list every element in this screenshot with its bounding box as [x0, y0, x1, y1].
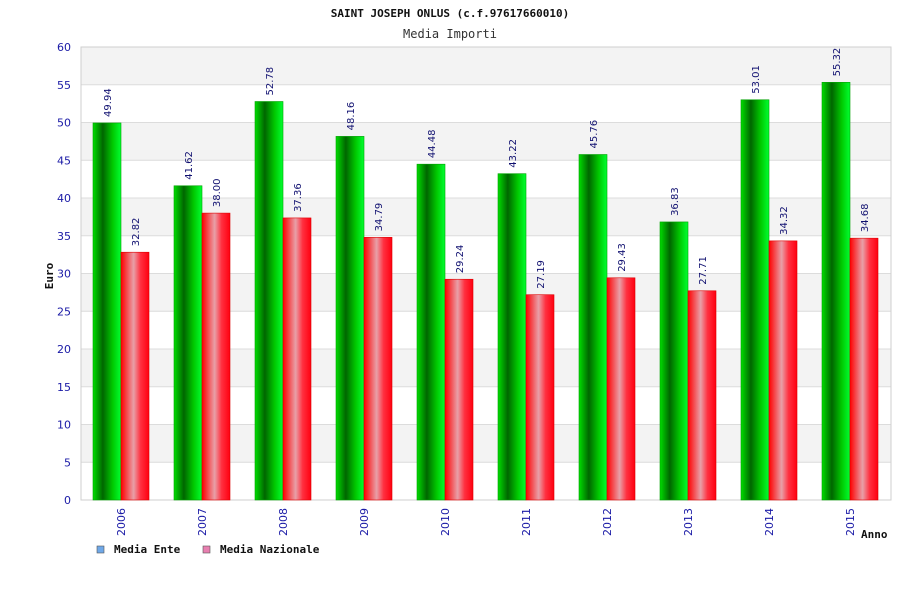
- value-label: 53.01: [751, 65, 762, 94]
- y-tick-label: 35: [57, 230, 71, 243]
- value-label: 34.68: [860, 204, 871, 233]
- x-axis-label: Anno: [861, 528, 888, 541]
- y-tick-label: 10: [57, 419, 71, 432]
- bar-media-ente-2009: [335, 136, 365, 501]
- bar-media-nazionale-2009: [363, 237, 393, 501]
- y-tick-label: 20: [57, 343, 71, 356]
- y-tick-label: 30: [57, 268, 71, 281]
- chart-subtitle: Media Importi: [403, 27, 497, 41]
- bar-media-ente-2010: [416, 163, 446, 501]
- y-tick-label: 40: [57, 192, 71, 205]
- x-tick-label: 2013: [682, 508, 695, 536]
- y-tick-label: 50: [57, 117, 71, 130]
- x-tick-label: 2009: [358, 508, 371, 536]
- value-label: 49.94: [103, 88, 114, 117]
- legend: Media Ente Media Nazionale: [96, 543, 320, 556]
- bar-media-nazionale-2014: [768, 240, 798, 501]
- chart-title: SAINT JOSEPH ONLUS (c.f.97617660010): [331, 7, 569, 20]
- value-labels: 49.94 32.82 41.62 38.00 52.78 37.36 48.16 34.79…: [103, 48, 871, 289]
- y-tick-label: 45: [57, 154, 71, 167]
- value-label: 52.78: [265, 67, 276, 96]
- y-tick-label: 0: [64, 494, 71, 507]
- value-label: 41.62: [184, 151, 195, 180]
- y-tick-label: 60: [57, 41, 71, 54]
- bars: [92, 82, 879, 501]
- grid-band: [81, 122, 891, 161]
- bar-media-nazionale-2011: [525, 294, 555, 501]
- bar-media-ente-2007: [173, 185, 203, 501]
- y-axis-label: Euro: [43, 262, 56, 289]
- legend-swatch-media-nazionale: [202, 545, 211, 554]
- y-tick-label: 5: [64, 456, 71, 469]
- value-label: 27.71: [698, 256, 709, 285]
- bar-media-nazionale-2012: [606, 277, 636, 501]
- bar-media-ente-2006: [92, 122, 122, 501]
- value-label: 34.32: [779, 206, 790, 235]
- bar-media-nazionale-2007: [201, 212, 231, 501]
- value-label: 45.76: [589, 120, 600, 149]
- value-label: 37.36: [293, 183, 304, 212]
- x-tick-label: 2007: [196, 508, 209, 536]
- x-tick-label: 2015: [844, 508, 857, 536]
- bar-media-nazionale-2010: [444, 278, 474, 501]
- plot-border: [80, 46, 892, 501]
- grid-band: [81, 47, 891, 85]
- legend-swatch-media-ente: [96, 545, 105, 554]
- grid-band: [81, 84, 891, 123]
- value-label: 38.00: [212, 178, 223, 207]
- y-axis-ticks: 0 5 10 15 20 25 30 35 40 45 50 55 60: [57, 41, 71, 507]
- value-label: 36.83: [670, 187, 681, 216]
- value-label: 43.22: [508, 139, 519, 168]
- x-tick-label: 2008: [277, 508, 290, 536]
- x-tick-label: 2012: [601, 508, 614, 536]
- y-tick-label: 15: [57, 381, 71, 394]
- legend-label-media-nazionale: Media Nazionale: [220, 543, 320, 556]
- value-label: 44.48: [427, 130, 438, 159]
- bar-media-ente-2014: [740, 99, 770, 501]
- value-label: 29.24: [455, 245, 466, 274]
- value-label: 55.32: [832, 48, 843, 77]
- legend-label-media-ente: Media Ente: [114, 543, 181, 556]
- value-label: 32.82: [131, 218, 142, 247]
- bar-media-ente-2013: [659, 221, 689, 501]
- bar-media-ente-2015: [821, 82, 851, 501]
- x-tick-label: 2011: [520, 508, 533, 536]
- bar-media-nazionale-2015: [849, 237, 879, 501]
- bar-media-nazionale-2013: [687, 290, 717, 501]
- bar-media-nazionale-2008: [282, 217, 312, 501]
- grid-band: [81, 160, 891, 198]
- bar-media-ente-2012: [578, 154, 608, 501]
- value-label: 48.16: [346, 102, 357, 131]
- x-tick-label: 2006: [115, 508, 128, 536]
- bar-media-ente-2011: [497, 173, 527, 501]
- x-axis-ticks: 2006 2007 2008 2009 2010 2011 2012 2013 2014 2015: [115, 508, 857, 536]
- value-label: 34.79: [374, 203, 385, 232]
- y-tick-label: 55: [57, 79, 71, 92]
- bar-media-nazionale-2006: [120, 251, 150, 501]
- x-tick-label: 2010: [439, 508, 452, 536]
- x-tick-label: 2014: [763, 508, 776, 536]
- bar-media-ente-2008: [254, 101, 284, 501]
- y-tick-label: 25: [57, 305, 71, 318]
- value-label: 29.43: [617, 243, 628, 272]
- value-label: 27.19: [536, 260, 547, 289]
